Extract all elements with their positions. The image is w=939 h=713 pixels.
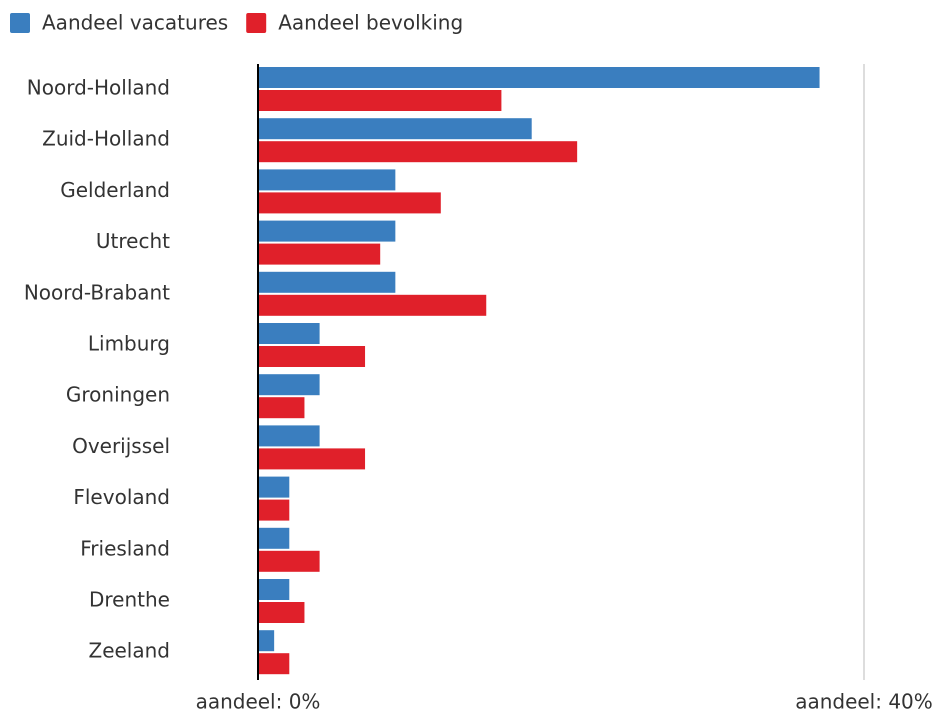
legend-swatch xyxy=(10,13,30,33)
bar xyxy=(259,527,290,549)
y-tick-label: Gelderland xyxy=(60,178,170,202)
y-tick-label: Zeeland xyxy=(89,639,171,663)
y-tick-label: Noord-Brabant xyxy=(24,280,170,304)
bar xyxy=(259,499,290,521)
y-tick-label: Flevoland xyxy=(73,485,170,509)
y-tick-label: Drenthe xyxy=(89,588,170,612)
y-tick-label: Groningen xyxy=(66,383,170,407)
bar xyxy=(259,550,320,572)
legend-label: Aandeel vacatures xyxy=(42,11,228,35)
bar xyxy=(259,374,320,396)
x-tick-label: aandeel: 0% xyxy=(196,690,321,713)
bar xyxy=(259,192,441,214)
legend-swatch xyxy=(246,13,267,33)
bar xyxy=(259,141,578,163)
bar xyxy=(259,579,290,600)
bar xyxy=(259,294,487,316)
y-tick-label: Friesland xyxy=(80,536,170,560)
bar xyxy=(259,425,320,447)
bar xyxy=(259,67,820,88)
y-tick-label: Overijssel xyxy=(72,434,170,458)
bar xyxy=(259,630,275,652)
bar xyxy=(259,602,305,623)
legend-label: Aandeel bevolking xyxy=(278,11,463,35)
x-tick-label: aandeel: 40% xyxy=(795,690,933,713)
bar xyxy=(259,476,290,498)
bar xyxy=(259,346,366,367)
bar xyxy=(259,271,396,293)
bar xyxy=(259,448,366,470)
bar xyxy=(259,220,396,242)
bar xyxy=(259,90,502,111)
bar xyxy=(259,118,532,140)
y-tick-label: Utrecht xyxy=(96,229,170,253)
bar xyxy=(259,243,381,265)
bar xyxy=(259,653,290,675)
bar xyxy=(259,169,396,191)
y-tick-label: Noord-Holland xyxy=(27,76,170,100)
bar xyxy=(259,323,320,344)
y-tick-label: Limburg xyxy=(88,332,170,356)
bar xyxy=(259,397,305,419)
y-tick-label: Zuid-Holland xyxy=(42,127,170,151)
